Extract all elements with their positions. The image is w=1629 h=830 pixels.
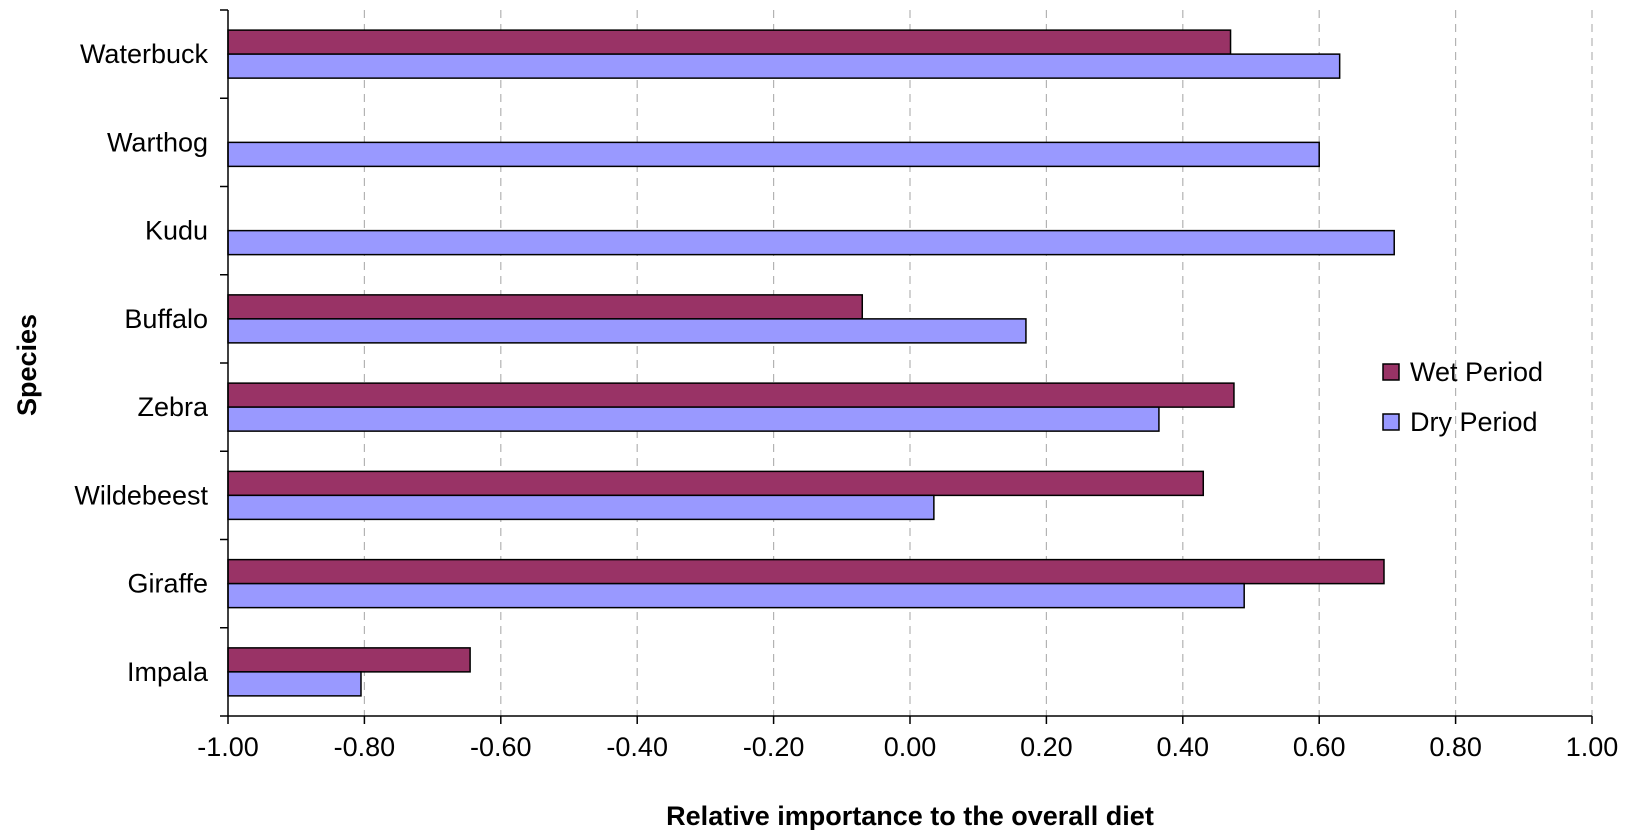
- x-tick-label: -1.00: [197, 732, 259, 762]
- bar-dry: [227, 53, 1341, 79]
- category-label: Impala: [127, 657, 209, 687]
- bar-wet: [227, 470, 1205, 497]
- bar-wet: [227, 382, 1235, 408]
- x-tick-labels: -1.00 -0.80 -0.60 -0.40 -0.20 0.00 0.20 0.40 0.6…: [197, 732, 1618, 762]
- bars: [227, 29, 1395, 697]
- category-label: Buffalo: [124, 304, 208, 334]
- category-label: Giraffe: [127, 569, 208, 599]
- category-label: Zebra: [137, 392, 209, 422]
- gridlines: [363, 10, 1593, 716]
- x-tick-label: 0.80: [1429, 732, 1482, 762]
- bar-dry: [227, 582, 1245, 609]
- bar-dry: [227, 406, 1160, 432]
- x-tick-label: -0.40: [606, 732, 668, 762]
- category-label: Waterbuck: [80, 39, 209, 69]
- legend: Wet Period Dry Period: [1382, 357, 1543, 437]
- x-tick-label: 0.60: [1293, 732, 1346, 762]
- bar-dry: [227, 229, 1395, 256]
- bar-dry: [227, 671, 362, 697]
- legend-swatch-wet: [1382, 363, 1400, 381]
- bar-wet: [227, 558, 1385, 585]
- axis-ticks: [220, 9, 1593, 724]
- bar-dry: [227, 494, 935, 521]
- x-tick-label: 0.20: [1020, 732, 1073, 762]
- legend-swatch-dry: [1382, 413, 1400, 431]
- category-label: Kudu: [145, 216, 208, 246]
- category-labels: Waterbuck Warthog Kudu Buffalo Zebra Wildebee…: [74, 39, 209, 687]
- y-axis-title: Species: [12, 314, 42, 416]
- legend-label-wet: Wet Period: [1410, 357, 1543, 387]
- x-tick-label: -0.80: [334, 732, 396, 762]
- category-label: Wildebeest: [74, 480, 208, 510]
- x-tick-label: -0.20: [743, 732, 805, 762]
- legend-item-wet: Wet Period: [1382, 357, 1543, 387]
- x-tick-label: 0.40: [1157, 732, 1210, 762]
- bar-dry: [227, 318, 1027, 344]
- legend-item-dry: Dry Period: [1382, 407, 1538, 437]
- legend-label-dry: Dry Period: [1410, 407, 1538, 437]
- x-tick-label: 1.00: [1566, 732, 1619, 762]
- bar-wet: [227, 294, 864, 320]
- x-tick-label: -0.60: [470, 732, 532, 762]
- x-axis-title: Relative importance to the overall diet: [666, 801, 1154, 830]
- bar-wet: [227, 29, 1232, 55]
- category-label: Warthog: [107, 127, 208, 157]
- bar-dry: [227, 141, 1320, 168]
- x-tick-label: 0.00: [884, 732, 937, 762]
- bar-wet: [227, 647, 471, 673]
